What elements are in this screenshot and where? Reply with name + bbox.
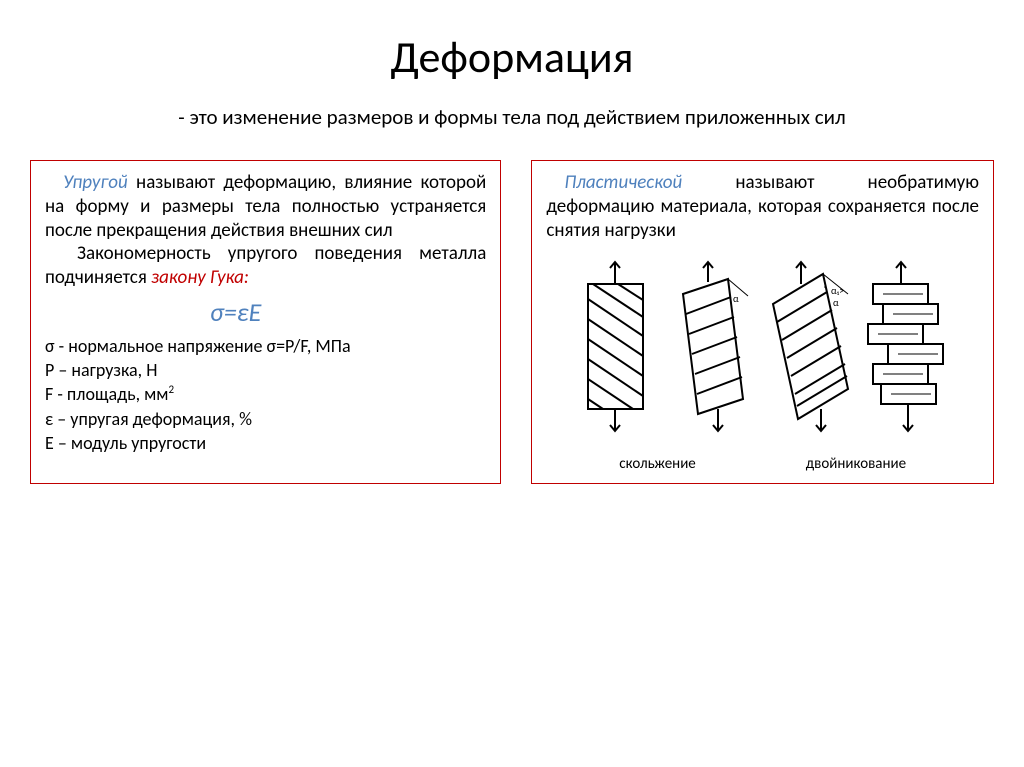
diagram-svg: α (563, 254, 963, 444)
formula: σ=εE (0, 296, 486, 328)
def-e: E – модуль упругости (45, 431, 486, 455)
label-slip: скольжение (619, 455, 696, 473)
block-slip: α (683, 262, 748, 431)
block-initial (588, 262, 643, 431)
plastic-term: Пластической (564, 171, 682, 194)
def-eps: ε – упругая деформация, % (45, 407, 486, 431)
def-sigma: σ - нормальное напряжение σ=P/F, МПа (45, 334, 486, 358)
elastic-law: Закономерность упругого поведения металл… (45, 242, 486, 290)
plastic-def: Пластической называют необратимую деформ… (546, 171, 979, 242)
def-f: F - площадь, мм2 (45, 382, 486, 406)
deformation-diagram: α (546, 254, 979, 473)
label-twinning: двойникование (806, 455, 906, 473)
def-p: P – нагрузка, Н (45, 358, 486, 382)
elastic-law-pre: Закономерность упругого поведения металл… (45, 242, 486, 289)
page-subtitle: - это изменение размеров и формы тела по… (30, 104, 994, 130)
block-twinning (868, 262, 943, 431)
columns: Упругой называют деформацию, влияние кот… (30, 160, 994, 484)
page-title: Деформация (30, 30, 994, 84)
definitions: σ - нормальное напряжение σ=P/F, МПа P –… (45, 334, 486, 455)
elastic-box: Упругой называют деформацию, влияние кот… (30, 160, 501, 484)
block-slip-more: α₁> α (773, 262, 848, 431)
elastic-def: Упругой называют деформацию, влияние кот… (45, 171, 486, 242)
hooke-law: закону Гука: (151, 266, 249, 289)
diagram-labels: скольжение двойникование (546, 455, 979, 473)
alpha-label: α (733, 292, 739, 305)
plastic-box: Пластической называют необратимую деформ… (531, 160, 994, 484)
elastic-term: Упругой (63, 171, 128, 194)
alpha2-label: α (833, 296, 839, 309)
